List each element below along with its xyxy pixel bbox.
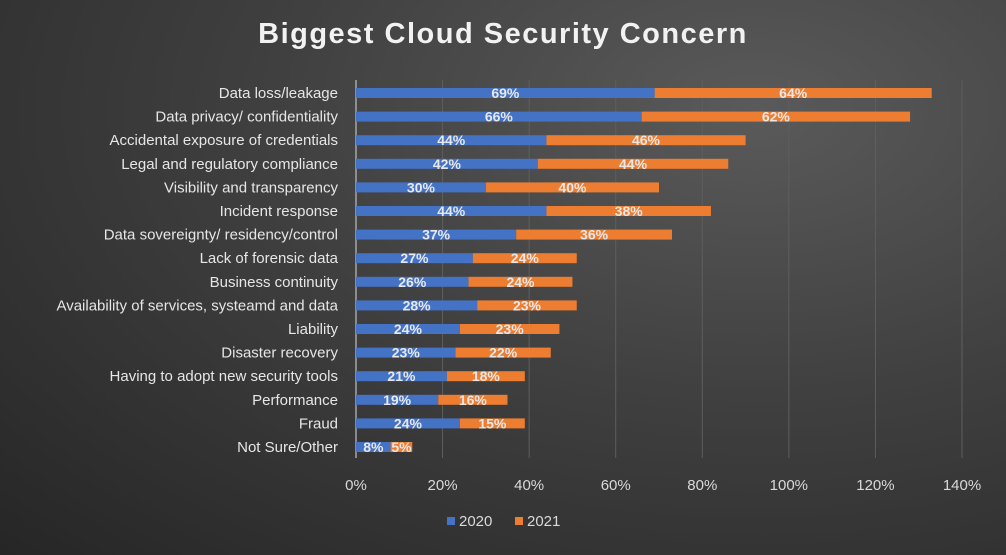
bar-2020 [356, 394, 439, 405]
legend-label: 2021 [527, 513, 560, 530]
bar-2021 [516, 229, 672, 240]
data-label: 24% [394, 415, 423, 431]
legend-label: 2020 [459, 513, 492, 530]
data-label: 23% [496, 321, 525, 337]
x-tick-label: 40% [514, 477, 544, 494]
category-label: Visibility and transparency [164, 179, 338, 196]
bar-2020 [356, 347, 456, 358]
data-label: 27% [400, 250, 429, 266]
data-label: 46% [632, 132, 661, 148]
bar-2020 [356, 442, 391, 452]
bar-2020 [356, 253, 473, 264]
bar-2020 [356, 229, 517, 240]
x-tick-label: 100% [770, 477, 808, 494]
bar-2021 [459, 324, 560, 334]
x-tick-label: 80% [687, 477, 717, 494]
data-label: 66% [485, 109, 514, 125]
x-tick-label: 20% [428, 477, 458, 494]
x-tick-label: 60% [601, 477, 631, 494]
data-label: 23% [513, 297, 542, 313]
data-label: 38% [615, 203, 644, 219]
bar-2020 [356, 182, 486, 193]
bar-2020 [356, 206, 547, 216]
bar-2020 [356, 158, 538, 169]
category-label: Data sovereignty/ residency/control [104, 227, 338, 244]
category-label: Lack of forensic data [200, 250, 339, 267]
data-label: 44% [437, 132, 466, 148]
category-label: Availability of services, systeamd and d… [56, 297, 338, 314]
bar-2021 [654, 88, 932, 98]
bar-2021 [468, 276, 573, 287]
category-label: Incident response [220, 203, 338, 220]
data-label: 18% [472, 368, 501, 384]
x-tick-label: 140% [943, 477, 981, 494]
bar-2020 [356, 135, 547, 146]
category-label: Fraud [299, 415, 338, 432]
bar-2020 [356, 276, 469, 287]
data-label: 5% [391, 439, 412, 455]
bar-2020 [356, 111, 642, 122]
bar-2021 [537, 158, 729, 169]
data-label: 21% [387, 368, 416, 384]
data-label: 69% [491, 85, 520, 101]
category-label: Legal and regulatory compliance [121, 156, 338, 173]
bar-2020 [356, 88, 655, 98]
data-label: 64% [779, 85, 808, 101]
legend-swatch-2021 [515, 517, 523, 525]
bar-2020 [356, 418, 460, 429]
data-label: 28% [403, 297, 432, 313]
bar-2021 [455, 347, 551, 358]
data-label: 16% [459, 392, 488, 408]
data-label: 24% [506, 274, 535, 290]
data-label: 24% [511, 250, 540, 266]
data-label: 19% [383, 392, 412, 408]
category-label: Accidental exposure of credentials [110, 132, 338, 149]
chart-title: Biggest Cloud Security Concern [258, 18, 748, 50]
bar-2021 [390, 442, 413, 452]
data-label: 26% [398, 274, 427, 290]
bar-2021 [485, 182, 659, 193]
bar-2021 [472, 253, 577, 264]
bar-2021 [459, 418, 525, 429]
data-label: 8% [363, 439, 384, 455]
bar-2020 [356, 300, 478, 311]
data-label: 15% [478, 415, 507, 431]
data-label: 23% [392, 345, 421, 361]
category-label: Having to adopt new security tools [110, 368, 338, 385]
data-label: 62% [762, 109, 791, 125]
data-label: 24% [394, 321, 423, 337]
bar-2021 [546, 206, 711, 216]
bar-2020 [356, 324, 460, 334]
bar-2021 [438, 394, 508, 405]
category-label: Not Sure/Other [237, 439, 338, 456]
data-label: 42% [433, 156, 462, 172]
data-label: 44% [437, 203, 466, 219]
category-label: Performance [252, 392, 338, 409]
category-label: Liability [288, 321, 339, 338]
data-label: 22% [489, 345, 518, 361]
data-label: 30% [407, 179, 436, 195]
category-label: Data privacy/ confidentiality [155, 109, 338, 126]
bar-2021 [641, 111, 911, 122]
bar-2021 [446, 371, 525, 382]
x-tick-label: 0% [345, 477, 367, 494]
bar-2020 [356, 371, 447, 382]
category-label: Business continuity [210, 274, 339, 291]
bar-2021 [477, 300, 577, 311]
data-label: 36% [580, 227, 609, 243]
legend-swatch-2020 [447, 517, 455, 525]
data-label: 37% [422, 227, 451, 243]
data-label: 44% [619, 156, 648, 172]
data-label: 40% [558, 179, 587, 195]
bar-2021 [546, 135, 746, 146]
category-label: Disaster recovery [221, 345, 338, 362]
category-label: Data loss/leakage [219, 85, 338, 102]
x-tick-label: 120% [856, 477, 894, 494]
